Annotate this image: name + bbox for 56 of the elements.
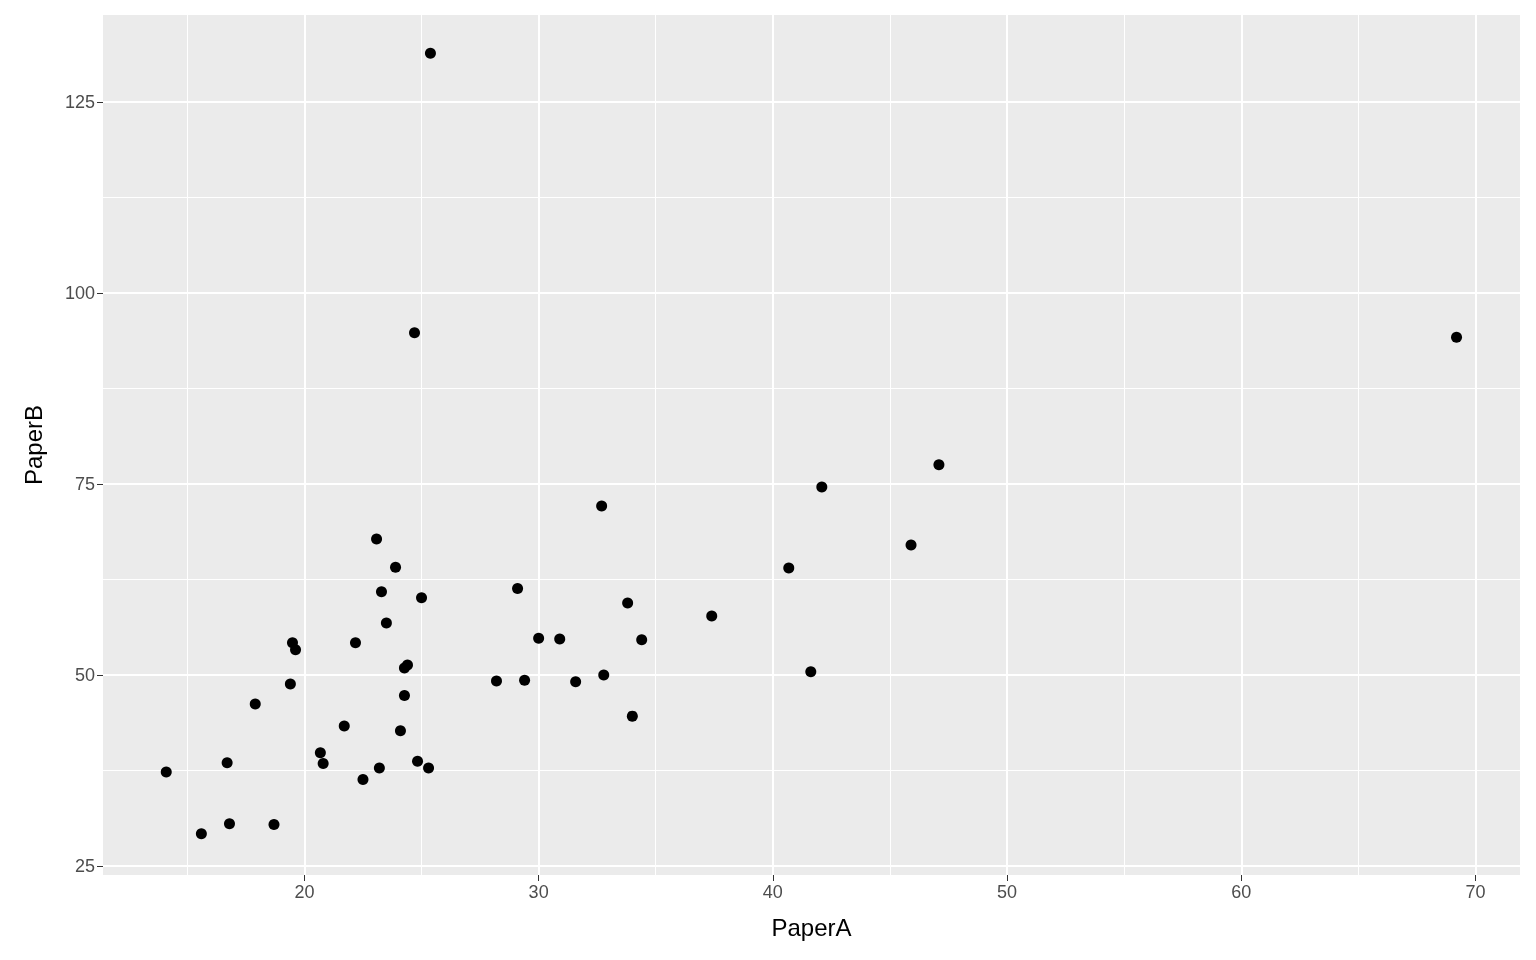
point	[380, 617, 392, 629]
point	[221, 757, 233, 769]
point	[519, 674, 531, 686]
point	[375, 586, 387, 598]
point	[490, 675, 502, 687]
point	[783, 562, 795, 574]
point	[249, 698, 261, 710]
point	[290, 644, 302, 656]
x-tick-label: 60	[1231, 882, 1252, 902]
point	[1451, 331, 1463, 343]
point	[284, 678, 296, 690]
point	[626, 710, 638, 722]
y-tick-label: 100	[64, 283, 95, 304]
point	[424, 47, 436, 59]
x-tick-label: 70	[1465, 882, 1486, 902]
x-tick-label: 30	[528, 882, 549, 902]
point	[416, 592, 428, 604]
point	[512, 583, 524, 595]
point	[314, 747, 326, 759]
x-tick-label: 50	[997, 882, 1018, 902]
point	[805, 666, 817, 678]
point	[598, 669, 610, 681]
point	[349, 637, 361, 649]
y-axis-title: PaperB	[19, 404, 47, 486]
point	[223, 818, 235, 830]
point	[933, 459, 945, 471]
y-tick-label: 125	[64, 92, 95, 113]
point	[394, 725, 406, 737]
point	[533, 632, 545, 644]
y-tick-label: 50	[74, 664, 95, 685]
point	[706, 610, 718, 622]
point	[338, 720, 350, 732]
x-tick-label: 40	[762, 882, 783, 902]
point	[390, 561, 402, 573]
point	[195, 828, 207, 840]
point	[268, 819, 280, 831]
point	[905, 539, 917, 551]
point	[596, 500, 608, 512]
x-axis-title: PaperA	[771, 913, 852, 941]
y-tick-label: 75	[74, 473, 95, 494]
point	[373, 762, 385, 774]
point	[371, 533, 383, 545]
point	[160, 766, 172, 778]
point	[357, 774, 369, 786]
point	[816, 481, 828, 493]
point	[554, 633, 566, 645]
point	[398, 690, 410, 702]
point	[570, 676, 582, 688]
point	[636, 634, 648, 646]
point	[423, 762, 435, 774]
point	[409, 327, 421, 339]
y-tick-label: 25	[74, 855, 95, 876]
point	[412, 755, 424, 767]
point	[317, 757, 329, 769]
x-tick-label: 20	[294, 882, 315, 902]
point	[622, 597, 634, 609]
